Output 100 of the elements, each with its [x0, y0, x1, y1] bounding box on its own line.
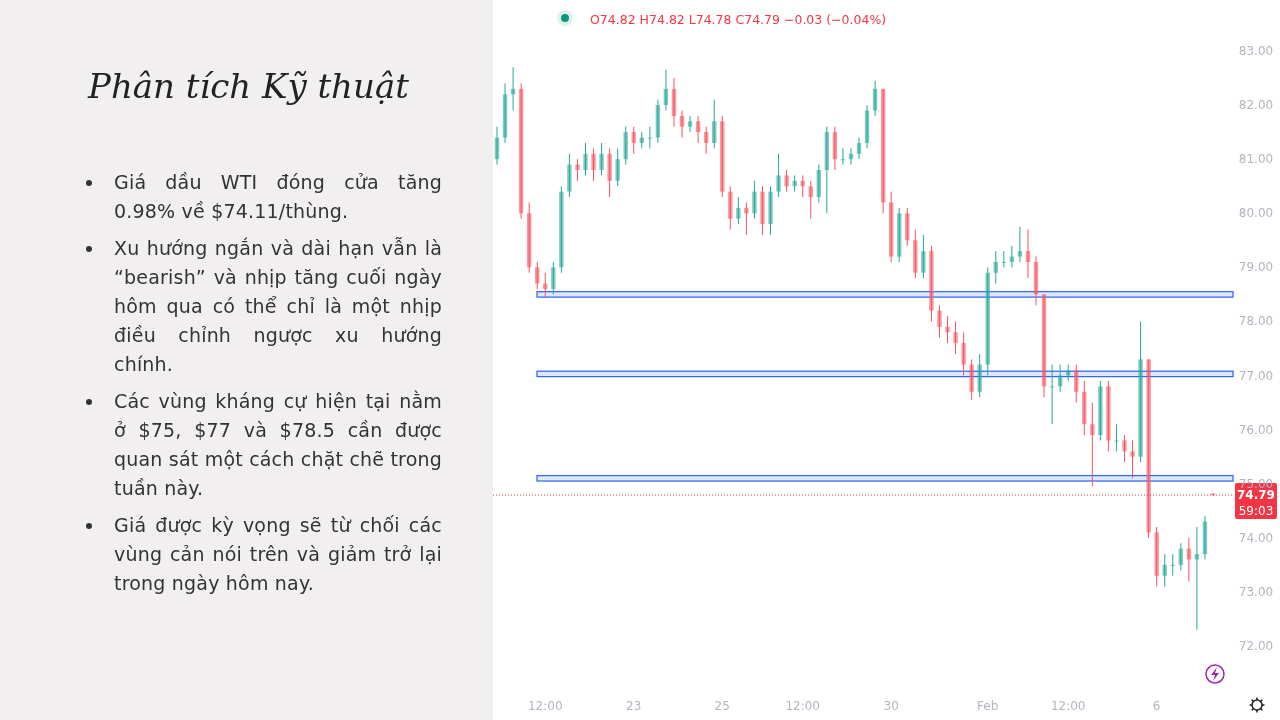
candlestick	[824, 126, 830, 214]
candlestick	[913, 229, 918, 279]
candlestick	[784, 169, 789, 193]
candlestick	[816, 164, 822, 203]
candlestick	[768, 185, 773, 236]
ref-line-label: 74.79	[1237, 488, 1275, 503]
x-tick-label: Feb	[977, 699, 999, 713]
candlestick	[945, 315, 950, 344]
candlestick	[575, 158, 580, 182]
candlestick	[840, 147, 846, 166]
candlestick	[832, 126, 838, 171]
candlestick	[905, 207, 910, 247]
candlestick	[969, 358, 974, 401]
candlestick	[1114, 423, 1119, 452]
candlestick	[744, 201, 749, 236]
candlestick	[607, 147, 612, 198]
y-tick-label: 82.00	[1238, 98, 1274, 113]
candlestick	[953, 320, 958, 355]
candlestick	[679, 110, 685, 139]
candlestick	[1065, 364, 1071, 382]
y-tick-label: 79.00	[1238, 260, 1274, 275]
candlestick	[703, 126, 709, 155]
text: Giá dầu WTI đóng cửa tăng 0.98% về $74.11/thùng.	[114, 170, 442, 224]
candlestick	[1017, 226, 1023, 263]
candlestick	[1074, 364, 1079, 404]
candlestick	[1025, 229, 1031, 279]
x-tick-label: 12:00	[527, 699, 563, 713]
candlestick	[1041, 293, 1047, 398]
candlestick	[567, 153, 572, 198]
candlestick	[1138, 320, 1143, 463]
candlestick	[977, 353, 982, 398]
candlestick	[1106, 380, 1111, 452]
candlestick	[526, 201, 532, 274]
candlestick	[631, 126, 636, 155]
y-tick-label: 74.00	[1238, 530, 1274, 545]
candlestick	[897, 207, 902, 263]
candlestick	[687, 115, 693, 133]
candlestick	[583, 142, 588, 176]
candlestick	[1090, 402, 1095, 487]
candlestick	[559, 185, 564, 274]
y-tick-label: 78.00	[1238, 314, 1274, 329]
candlestick	[535, 261, 540, 290]
candlestick	[518, 82, 524, 220]
candlestick	[655, 99, 661, 144]
candlestick	[929, 245, 934, 322]
candlestick	[856, 137, 862, 160]
candlestick	[776, 153, 781, 198]
candlestick	[1130, 439, 1135, 479]
x-tick-label: 30	[883, 699, 899, 713]
text: Phân tích Kỹ thuật	[87, 66, 410, 106]
text: Các vùng kháng cự hiện tại nằm ở $75, $77 và $78.5 cần được quan sát một cách chặt chẽ trong tuần này.	[114, 389, 442, 501]
candlestick	[1154, 526, 1159, 587]
candlestick	[695, 115, 701, 144]
candlestick	[1162, 553, 1167, 587]
x-tick-label: 12:00	[785, 699, 820, 713]
candlestick	[1049, 364, 1055, 425]
candlestick	[1122, 434, 1127, 463]
y-tick-label: 73.00	[1238, 584, 1274, 599]
candlestick	[993, 250, 998, 285]
y-tick-label: 76.00	[1238, 422, 1274, 437]
candlestick	[720, 115, 725, 198]
candlestick	[808, 180, 813, 220]
candlestick	[502, 82, 508, 144]
candlestick	[872, 80, 878, 117]
y-tick-label: 77.00	[1238, 368, 1274, 383]
candlestick	[591, 147, 596, 182]
x-tick-label: 12:00	[1050, 699, 1086, 713]
candlestick	[880, 88, 886, 214]
candlestick	[615, 147, 620, 187]
candlestick	[1146, 358, 1151, 539]
candlestick	[647, 126, 653, 149]
candlestick	[921, 234, 926, 279]
candlestick	[551, 261, 556, 295]
candlestick	[671, 77, 677, 128]
candlestick	[752, 180, 757, 220]
x-tick-label: 25	[714, 699, 730, 713]
candlestick	[888, 191, 894, 263]
text: 59:03	[1238, 504, 1274, 519]
candlestick	[736, 196, 741, 225]
x-tick-label: 23	[626, 699, 642, 713]
candlestick	[937, 304, 942, 339]
text: O74.82 H74.82 L74.78 C74.79 −0.03 (−0.04%)	[590, 12, 887, 27]
y-tick-label: 83.00	[1238, 44, 1274, 58]
candlestick	[1170, 553, 1175, 577]
y-tick-label: 72.00	[1238, 639, 1274, 653]
candlestick	[712, 99, 717, 149]
candlestick	[728, 185, 733, 230]
candlestick	[1001, 250, 1007, 268]
candlestick	[961, 331, 966, 377]
candlestick	[800, 174, 805, 198]
text: Xu hướng ngắn và dài hạn vẫn là “bearish” và nhịp tăng cuối ngày hôm qua có thể chỉ là một nhịp điều chỉnh ngược xu hướng chính.	[114, 236, 442, 377]
candlestick	[792, 174, 797, 193]
text: Giá được kỳ vọng sẽ từ chối các vùng cản nói trên và giảm trở lại trong ngày hôm nay.	[114, 513, 442, 596]
y-tick-label: 81.00	[1238, 152, 1274, 167]
candlestick	[1098, 380, 1103, 441]
candlestick	[985, 266, 990, 377]
y-tick-label: 80.00	[1238, 206, 1274, 221]
candlestick	[599, 142, 604, 176]
candlestick	[623, 126, 628, 166]
x-tick-label: 6	[1152, 699, 1161, 713]
